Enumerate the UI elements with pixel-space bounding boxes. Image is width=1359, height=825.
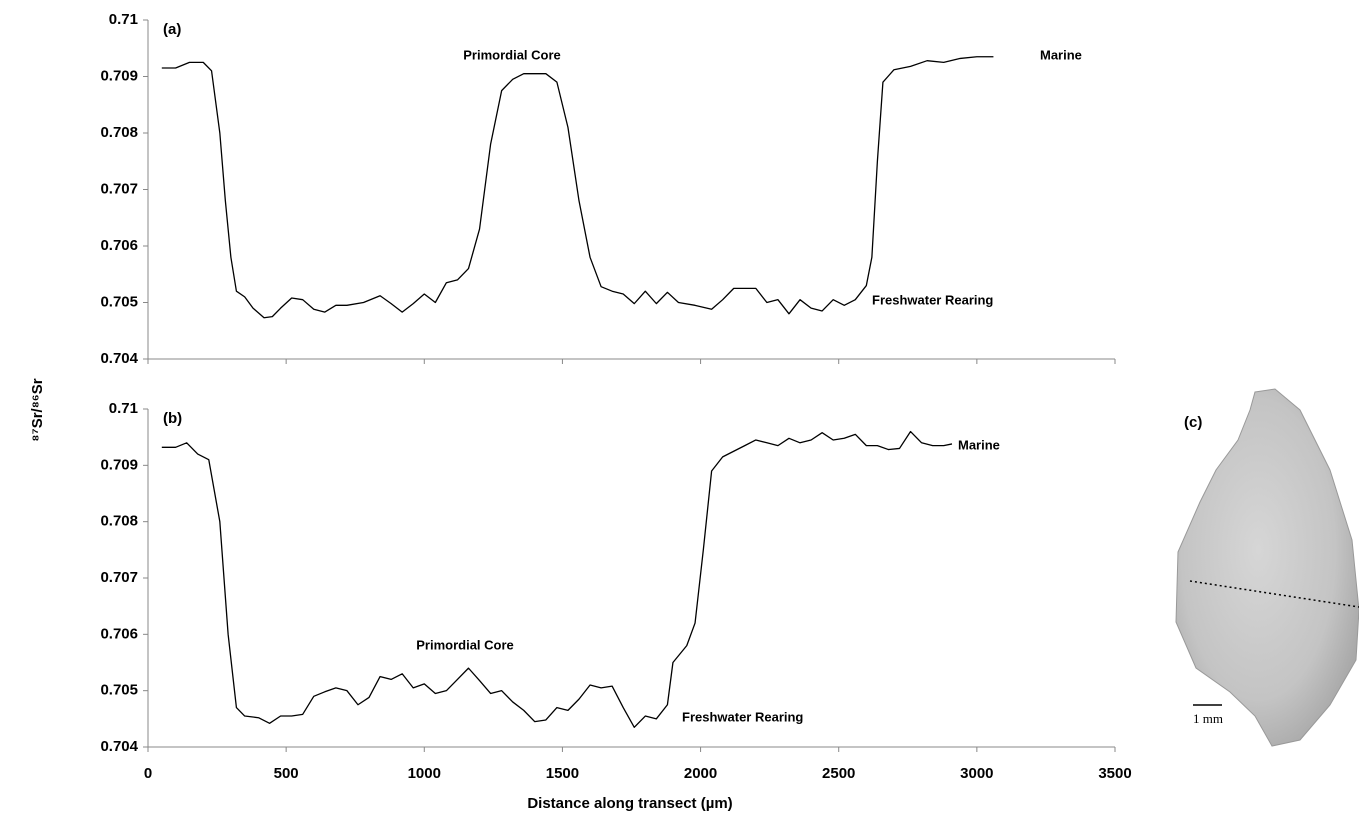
panel-label: (b) [163,410,182,427]
y-tick-label: 0.71 [109,400,138,417]
y-tick-label: 0.708 [100,124,138,141]
y-tick-label: 0.706 [100,237,138,254]
data-line [161,430,953,728]
transect-line [1189,580,1359,608]
x-tick-label: 2500 [822,765,855,782]
y-tick-label: 0.709 [100,67,138,84]
x-tick-label: 3500 [1098,765,1131,782]
y-tick-label: 0.704 [100,738,138,755]
annotation: Primordial Core [463,47,561,62]
x-tick-label: 3000 [960,765,993,782]
annotation: Freshwater Rearing [682,709,803,724]
otolith [1175,388,1359,747]
x-tick-label: 0 [144,765,152,782]
x-tick-label: 1500 [546,765,579,782]
annotation: Freshwater Rearing [872,292,993,307]
scale-label: 1 mm [1193,711,1223,726]
x-tick-label: 1000 [408,765,441,782]
otolith-image: 1 mm (c) [1175,388,1359,747]
annotation: Marine [958,437,1000,452]
annotation: Marine [1040,47,1082,62]
x-tick-label: 2000 [684,765,717,782]
y-tick-label: 0.707 [100,569,138,586]
y-tick-label: 0.708 [100,513,138,530]
x-tick-label: 500 [274,765,299,782]
y-tick-label: 0.704 [100,350,138,367]
annotation: Primordial Core [416,637,514,652]
x-axis-label: Distance along transect (µm) [527,795,732,812]
y-tick-label: 0.705 [100,293,138,310]
y-tick-label: 0.707 [100,180,138,197]
y-tick-label: 0.705 [100,682,138,699]
panel-label: (a) [163,21,181,38]
y-axis-label: ⁸⁷Sr/⁸⁶Sr [29,378,46,441]
panel-label: (c) [1184,414,1202,431]
y-tick-label: 0.706 [100,625,138,642]
data-line [161,56,994,319]
y-tick-label: 0.709 [100,456,138,473]
y-tick-label: 0.71 [109,11,138,28]
